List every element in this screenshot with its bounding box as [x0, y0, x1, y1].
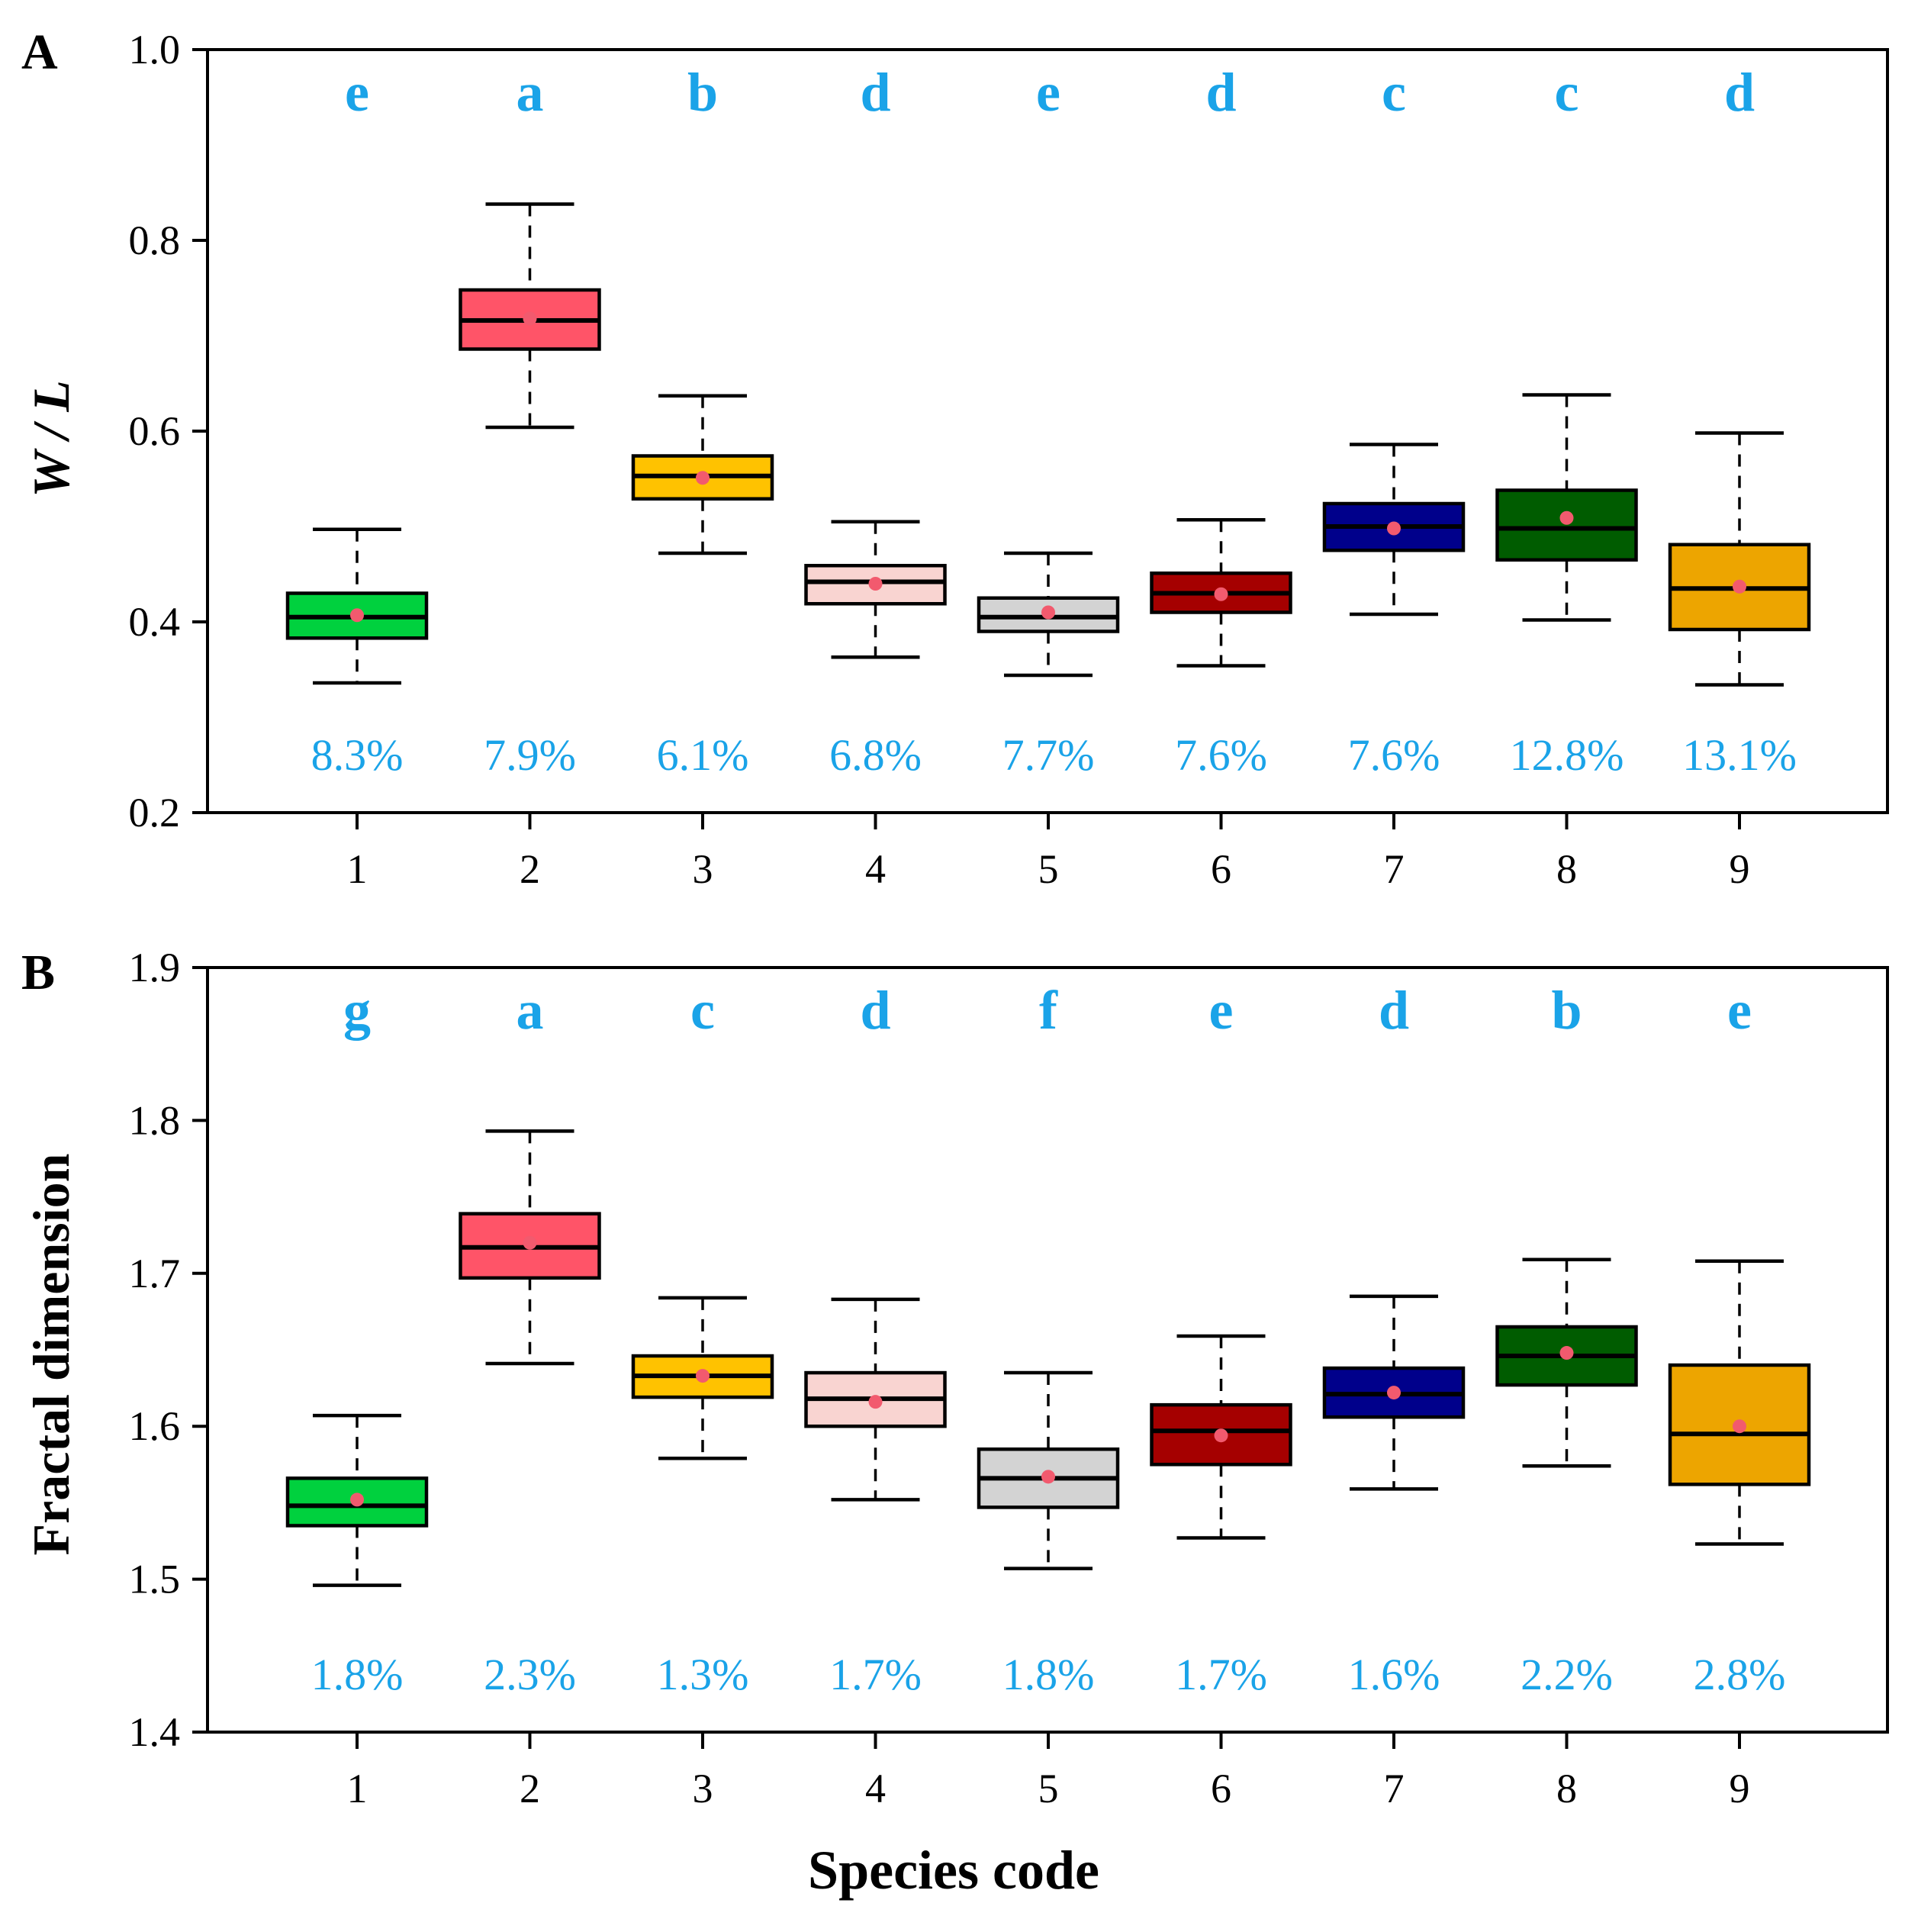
panel-a-group-letter: e [345, 62, 369, 123]
panel-a-x-tick-label: 6 [1211, 846, 1231, 892]
panel-b-y-tick-label: 1.8 [129, 1097, 181, 1143]
panel-a-mean-dot [1214, 587, 1228, 601]
panel-a-y-tick-label: 1.0 [129, 27, 181, 72]
panel-b-mean-dot [1559, 1346, 1574, 1360]
panel-b-cv-label: 2.2% [1521, 1650, 1613, 1699]
panel-a-y-tick-label: 0.4 [129, 599, 181, 645]
panel-a-x-tick-label: 5 [1038, 846, 1059, 892]
panel-b-cv-label: 1.7% [1175, 1650, 1267, 1699]
panel-a-cv-label: 7.6% [1348, 730, 1440, 780]
panel-a-mean-dot [1387, 521, 1401, 536]
panel-a-mean-dot [523, 311, 537, 326]
panel-a-y-axis-title: W / L [22, 380, 80, 497]
panel-b-mean-dot [868, 1395, 883, 1409]
panel-b-group-letter: a [517, 980, 544, 1041]
panel-b-group-letter: d [860, 980, 890, 1041]
panel-b-x-tick-label: 6 [1211, 1766, 1231, 1811]
panel-a-y-axis-title-text: W / L [22, 380, 80, 497]
panel-a-box-8 [1495, 488, 1638, 562]
panel-a-y-tick-label: 0.8 [129, 217, 181, 263]
panel-a-cv-label: 7.7% [1002, 730, 1095, 780]
panel-a-cv-label: 8.3% [311, 730, 404, 780]
panel-b-y-tick-label: 1.4 [129, 1709, 181, 1755]
panel-b-label: B [21, 945, 55, 1000]
panel-a-group-letter: d [1724, 62, 1755, 123]
panel-a-mean-dot [1559, 510, 1574, 525]
panel-b-cv-label: 1.3% [657, 1650, 749, 1699]
panel-b: B Fractal dimension 1.4 1.5 1.6 1.7 1.8 1.9 1 g… [21, 945, 1889, 1811]
panel-a-label: A [21, 24, 58, 80]
panel-a-cv-label: 6.8% [829, 730, 922, 780]
panel-b-plot: 1.4 1.5 1.6 1.7 1.8 1.9 1 g 1.8% 2 a 2.3% 3 c 1.3% 4 d 1.… [129, 945, 1889, 1811]
panel-b-group-letter: c [690, 980, 715, 1041]
panel-a-cv-label: 7.6% [1175, 730, 1267, 780]
panel-a-group-letter: c [1382, 62, 1406, 123]
panel-a-plot: 0.2 0.4 0.6 0.8 1.0 1 e 8.3% 2 a 7.9% 3 b 6.1% 4 d 6.8% 5… [129, 27, 1889, 892]
panel-b-mean-dot [1214, 1428, 1228, 1443]
panel-b-mean-dot [696, 1369, 710, 1383]
panel-a-mean-dot [350, 608, 364, 623]
panel-a: A W / L 0.2 0.4 0.6 0.8 1.0 1 e 8.3% 2 a 7.9% 3 b 6.1… [21, 24, 1889, 892]
panel-b-mean-dot [1387, 1386, 1401, 1400]
panel-b-cv-label: 1.8% [1002, 1650, 1095, 1699]
panel-b-y-tick-label: 1.7 [129, 1251, 181, 1296]
panel-a-group-letter: c [1555, 62, 1579, 123]
panel-b-group-letter: d [1379, 980, 1409, 1041]
panel-a-y-tick-label: 0.6 [129, 408, 181, 454]
panel-b-mean-dot [523, 1235, 537, 1250]
panel-b-x-tick-label: 8 [1556, 1766, 1577, 1811]
panel-a-x-tick-label: 9 [1730, 846, 1750, 892]
panel-a-cv-label: 12.8% [1510, 730, 1624, 780]
panel-a-x-tick-label: 3 [693, 846, 713, 892]
panel-b-group-letter: f [1039, 980, 1058, 1041]
panel-b-group-letter: e [1727, 980, 1752, 1041]
panel-a-mean-dot [1041, 605, 1055, 620]
panel-b-mean-dot [1041, 1470, 1055, 1484]
panel-a-cv-label: 6.1% [657, 730, 749, 780]
panel-a-group-letter: a [517, 62, 544, 123]
panel-a-x-tick-label: 2 [520, 846, 540, 892]
panel-b-x-tick-label: 3 [693, 1766, 713, 1811]
panel-a-group-letter: d [860, 62, 890, 123]
panel-a-group-letter: b [687, 62, 718, 123]
panel-a-x-tick-label: 4 [865, 846, 886, 892]
panel-a-cv-label: 13.1% [1682, 730, 1797, 780]
panel-b-group-letter: g [343, 980, 371, 1041]
panel-b-group-letter: e [1209, 980, 1234, 1041]
panel-a-mean-dot [696, 471, 710, 485]
panel-b-y-tick-label: 1.6 [129, 1403, 181, 1449]
panel-a-mean-dot [1733, 579, 1746, 594]
panel-b-y-tick-label: 1.5 [129, 1557, 181, 1602]
panel-a-group-letter: e [1036, 62, 1060, 123]
panel-b-cv-label: 1.7% [829, 1650, 922, 1699]
panel-b-cv-label: 2.8% [1694, 1650, 1786, 1699]
panel-b-x-tick-label: 4 [865, 1766, 886, 1811]
panel-a-cv-label: 7.9% [484, 730, 576, 780]
panel-b-y-axis-title-text: Fractal dimension [22, 1154, 80, 1556]
panel-b-y-axis-title: Fractal dimension [22, 1154, 80, 1556]
panel-a-group-letter: d [1205, 62, 1236, 123]
panel-a-y-tick-label: 0.2 [129, 790, 181, 836]
panel-a-x-tick-label: 7 [1384, 846, 1405, 892]
panel-a-plot-frame [206, 48, 1889, 814]
panel-b-cv-label: 1.8% [311, 1650, 404, 1699]
panel-b-mean-dot [1733, 1419, 1746, 1434]
panel-b-x-tick-label: 2 [520, 1766, 540, 1811]
panel-a-x-tick-label: 8 [1556, 846, 1577, 892]
panel-b-x-tick-label: 5 [1038, 1766, 1059, 1811]
panel-b-cv-label: 2.3% [484, 1650, 576, 1699]
panel-b-x-tick-label: 1 [347, 1766, 368, 1811]
panel-a-x-tick-label: 1 [347, 846, 368, 892]
panel-b-y-tick-label: 1.9 [129, 945, 181, 990]
panel-b-x-tick-label: 7 [1384, 1766, 1405, 1811]
panel-b-group-letter: b [1551, 980, 1582, 1041]
panel-b-mean-dot [350, 1492, 364, 1507]
panel-a-mean-dot [868, 577, 883, 591]
x-axis-title: Species code [808, 1840, 1099, 1901]
panel-b-cv-label: 1.6% [1348, 1650, 1440, 1699]
panel-b-x-tick-label: 9 [1730, 1766, 1750, 1811]
